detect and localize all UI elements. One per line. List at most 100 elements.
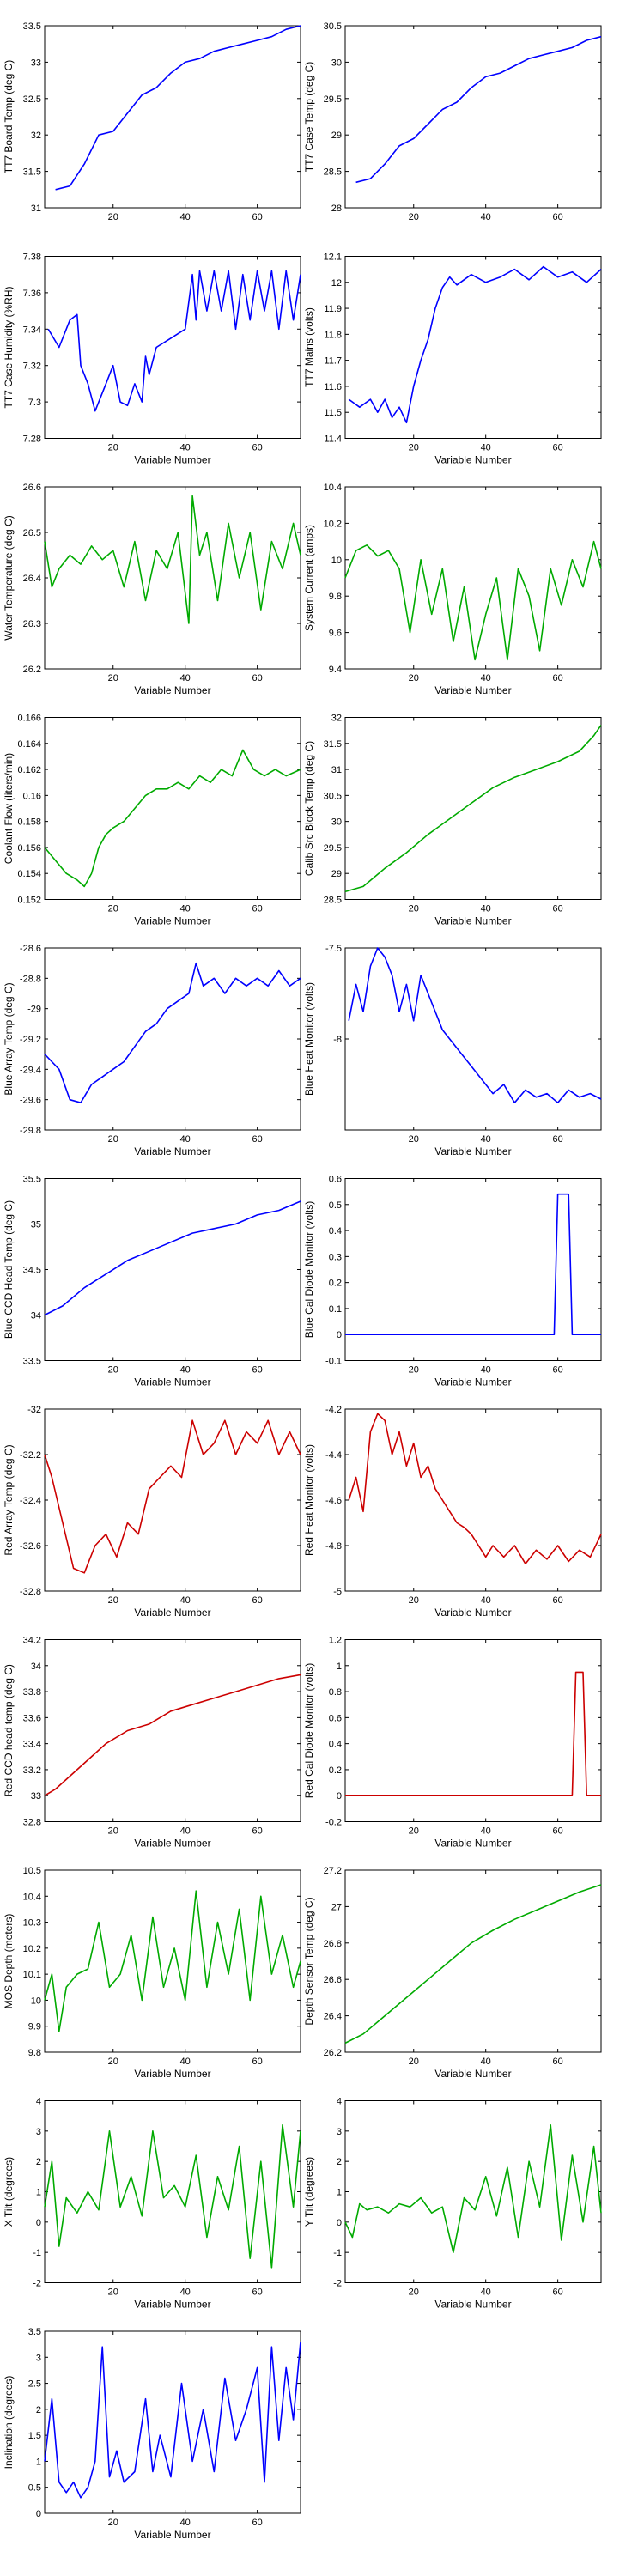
y-tick-label: 35 [31,1220,41,1230]
x-axis-label: Variable Number [434,1838,511,1850]
x-axis-label: Variable Number [434,2299,511,2311]
series-line [44,1200,301,1316]
series-line [355,35,602,184]
x-axis-label: Variable Number [134,2299,210,2311]
y-tick-label: 30 [331,817,342,828]
chart-panel-5: 20 40 60 26.2 26.3 26.4 26.5 26.6 Variable Numbe… [3,483,301,696]
x-tick-label: 20 [108,2287,118,2298]
axes-frame [44,947,301,1131]
x-axis-label: Variable Number [134,1376,210,1388]
series-line [344,1884,602,2044]
y-tick-label: 1.5 [28,2431,41,2441]
y-tick-label: 7.3 [28,398,41,408]
x-axis-label: Variable Number [434,1607,511,1619]
y-tick-label: 10.4 [324,483,342,493]
chart-panel-16: 20 40 60 -0.2 0 0.2 0.4 0.6 0.8 1 1.2 Variable Numb… [303,1636,602,1850]
y-tick-label: 9.8 [28,2048,41,2058]
y-tick-label: 26.4 [23,574,41,584]
y-tick-label: 29 [331,869,342,879]
series-line [44,1890,301,2032]
axes-frame [44,1178,301,1361]
x-axis-label: Variable Number [134,1607,210,1619]
y-tick-label: 0.6 [329,1713,342,1723]
series-line [345,1671,601,1796]
axes-frame [44,1408,301,1592]
y-tick-label: 2 [36,2157,41,2167]
x-tick-label: 20 [409,2057,419,2067]
x-tick-label: 40 [180,1595,191,1606]
y-tick-label: 33 [31,58,41,68]
y-tick-label: -2 [333,2279,342,2289]
chart-panel-11: 20 40 60 33.5 34 34.5 35 35.5 Variable Number Blu… [3,1175,301,1388]
chart-panel-10: 20 40 60 -8 -7.5 Variable Number Blue Heat Mon… [303,944,602,1157]
x-tick-label: 60 [553,904,563,914]
x-tick-label: 20 [108,1365,118,1376]
y-tick-label: -8 [333,1035,342,1045]
y-tick-label: 12 [331,278,342,289]
y-tick-label: 1.2 [329,1636,342,1646]
x-tick-label: 20 [409,1826,419,1837]
y-axis-label: Coolant Flow (liters/min) [3,753,15,864]
y-tick-label: 2 [337,2157,342,2167]
x-tick-label: 40 [481,212,491,222]
x-tick-label: 40 [481,2057,491,2067]
x-tick-label: 60 [252,1365,263,1376]
series-line [344,2124,602,2253]
axes-frame [44,717,301,900]
y-tick-label: 0.162 [17,765,41,775]
axes-frame [344,1869,602,2053]
y-tick-label: 11.5 [324,408,342,418]
y-tick-label: -29.8 [20,1126,41,1136]
y-tick-label: 33 [31,1791,41,1801]
y-tick-label: 31.5 [324,739,342,750]
x-tick-label: 20 [108,673,118,683]
y-tick-label: -1 [33,2248,41,2258]
series-line [348,947,602,1103]
x-tick-label: 20 [108,212,118,222]
y-tick-label: 31.5 [23,167,41,178]
x-axis-label: Variable Number [134,1145,210,1157]
axes-frame [344,2100,602,2283]
y-axis-label: Calib Src Block Temp (deg C) [303,741,315,876]
y-axis-label: TT7 Case Humidity (%RH) [3,286,15,408]
chart-panel-19: 20 40 60 -2 -1 0 1 2 3 4 Variable Number X Tilt (de… [3,2097,301,2311]
y-tick-label: 3 [36,2353,41,2363]
y-tick-label: -32.6 [20,1541,41,1552]
series-line [44,2342,301,2499]
y-tick-label: 4 [337,2097,342,2107]
y-tick-label: 11.8 [324,330,342,340]
x-tick-label: 60 [553,1826,563,1837]
y-axis-label: Red Array Temp (deg C) [3,1444,15,1555]
y-tick-label: 0.158 [17,817,41,828]
x-tick-label: 20 [108,1826,118,1837]
y-tick-label: 3 [337,2127,342,2137]
y-tick-label: 32.5 [23,94,41,105]
y-tick-label: -7.5 [325,944,342,954]
x-tick-label: 60 [553,1595,563,1606]
y-tick-label: 9.9 [28,2022,41,2032]
y-tick-label: -29 [27,1005,41,1015]
y-tick-label: 3.5 [28,2327,41,2337]
y-tick-label: 7.32 [23,361,41,372]
x-tick-label: 60 [553,443,563,453]
x-tick-label: 20 [108,443,118,453]
chart-panel-20: 20 40 60 -2 -1 0 1 2 3 4 Variable Number Y Tilt (de… [303,2097,602,2311]
x-tick-label: 60 [252,2287,263,2298]
x-tick-label: 20 [409,673,419,683]
chart-panel-12: 20 40 60 -0.1 0 0.1 0.2 0.3 0.4 0.5 0.6 Variable Nu… [303,1175,602,1388]
y-tick-label: 32 [31,131,41,141]
x-tick-label: 20 [108,1595,118,1606]
y-tick-label: 30 [331,58,342,68]
y-tick-label: 0 [337,1791,342,1801]
y-axis-label: TT7 Board Temp (deg C) [3,60,15,174]
x-tick-label: 60 [252,1134,263,1145]
x-tick-label: 20 [108,904,118,914]
y-tick-label: 4 [36,2097,41,2107]
y-axis-label: TT7 Mains (volts) [303,307,315,387]
y-tick-label: -4.4 [325,1450,342,1461]
y-tick-label: 10.1 [23,1970,41,1980]
y-tick-label: -29.6 [20,1096,41,1106]
x-axis-label: Variable Number [134,684,210,696]
y-axis-label: Blue Cal Diode Monitor (volts) [303,1201,315,1338]
y-tick-label: -32 [27,1405,41,1415]
